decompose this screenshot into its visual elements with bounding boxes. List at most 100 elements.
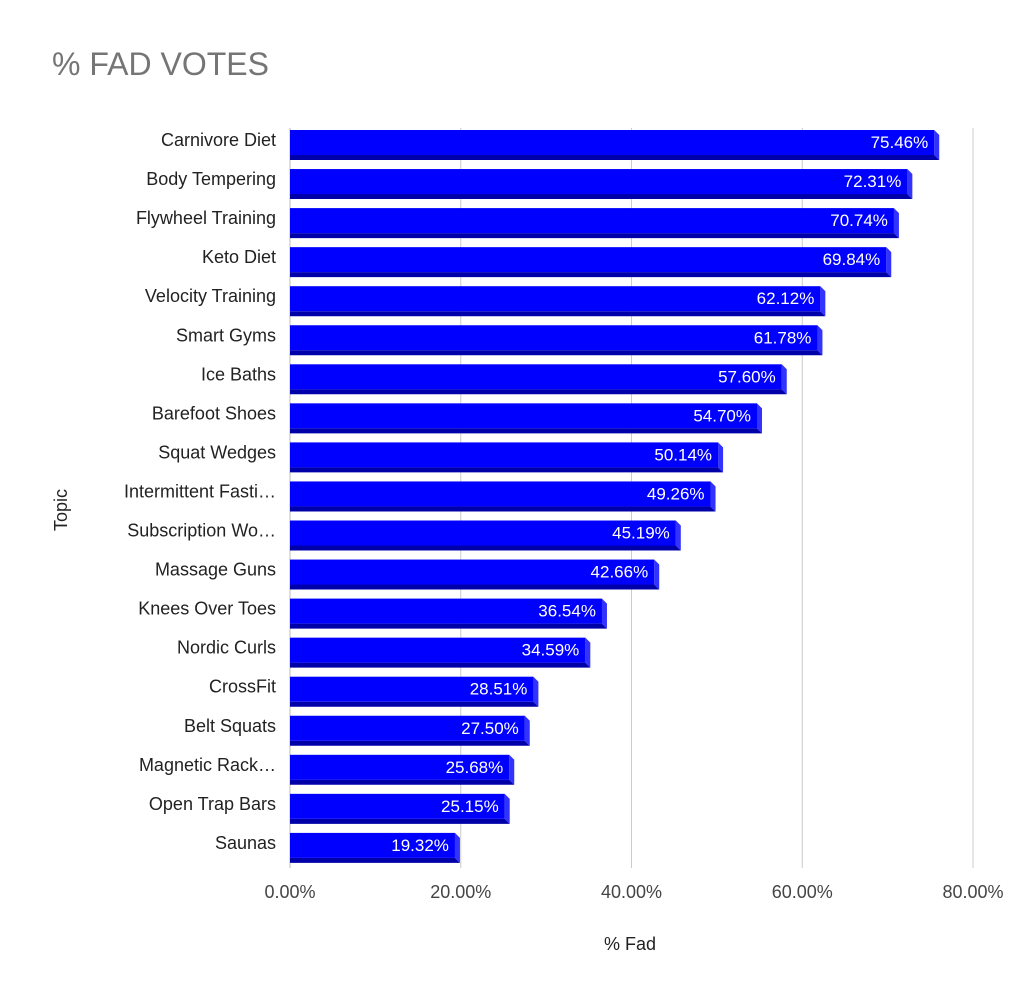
chart-title: % FAD VOTES <box>52 46 269 82</box>
bar-bottom-face <box>290 194 913 200</box>
bar-bottom-face <box>290 506 716 512</box>
x-tick-label: 40.00% <box>601 882 662 902</box>
data-label: 62.12% <box>757 289 815 308</box>
bar: 72.31% <box>290 169 913 200</box>
bar-side-face <box>504 793 510 824</box>
bar-front-face <box>290 364 782 390</box>
bar: 25.68% <box>290 754 515 785</box>
x-tick-label: 80.00% <box>942 882 1003 902</box>
bar-side-face <box>817 325 823 356</box>
y-axis-label: Topic <box>51 489 71 531</box>
data-label: 45.19% <box>612 524 670 543</box>
bar-front-face <box>290 403 758 429</box>
bar-bottom-face <box>290 740 530 746</box>
category-label: Keto Diet <box>202 247 276 267</box>
data-label: 72.31% <box>844 172 902 191</box>
category-label: Ice Baths <box>201 364 276 384</box>
bar-side-face <box>454 832 460 863</box>
bar-front-face <box>290 715 525 741</box>
category-label: Massage Guns <box>155 560 276 580</box>
bar-front-face <box>290 481 711 507</box>
category-label: Smart Gyms <box>176 325 276 345</box>
x-axis-label: % Fad <box>604 934 656 954</box>
bar-side-face <box>907 169 913 200</box>
data-label: 34.59% <box>522 641 580 660</box>
category-label: Subscription Wo… <box>127 521 276 541</box>
bar-bottom-face <box>290 662 591 668</box>
bar: 28.51% <box>290 676 539 707</box>
x-tick-label: 0.00% <box>264 882 315 902</box>
bar-bottom-face <box>290 311 826 317</box>
bar-side-face <box>886 247 892 278</box>
bar-front-face <box>290 130 935 155</box>
bar-front-face <box>290 442 719 468</box>
bar-bottom-face <box>290 428 763 434</box>
bar-side-face <box>757 403 763 434</box>
bar-front-face <box>290 208 894 234</box>
data-label: 50.14% <box>654 445 712 464</box>
data-label: 25.15% <box>441 797 499 816</box>
category-label: Squat Wedges <box>158 442 276 462</box>
bar: 42.66% <box>290 559 660 590</box>
x-tick-label: 60.00% <box>772 882 833 902</box>
category-label: Knees Over Toes <box>138 599 276 619</box>
bar: 36.54% <box>290 598 607 629</box>
bar-front-face <box>290 676 534 702</box>
bar-bottom-face <box>290 467 724 473</box>
bar-side-face <box>509 754 515 785</box>
bar-side-face <box>820 286 826 317</box>
category-label: Barefoot Shoes <box>152 403 276 423</box>
bar-side-face <box>710 481 716 512</box>
bar: 57.60% <box>290 364 787 395</box>
bar-bottom-face <box>290 545 681 551</box>
bar: 25.15% <box>290 793 510 824</box>
category-label: Belt Squats <box>184 716 276 736</box>
bar-front-face <box>290 247 887 273</box>
data-label: 28.51% <box>470 680 528 699</box>
data-label: 57.60% <box>718 367 776 386</box>
bar: 75.46% <box>290 130 940 160</box>
x-tick-label: 20.00% <box>430 882 491 902</box>
bar-bottom-face <box>290 272 892 278</box>
bar-front-face <box>290 598 602 624</box>
category-label: Intermittent Fasti… <box>124 481 276 501</box>
bar: 34.59% <box>290 637 591 668</box>
category-label: Body Tempering <box>146 169 276 189</box>
bar-bottom-face <box>290 155 940 160</box>
bar-side-face <box>718 442 724 473</box>
bar-bottom-face <box>290 701 539 707</box>
category-label: Flywheel Training <box>136 208 276 228</box>
bar: 70.74% <box>290 208 899 239</box>
data-label: 69.84% <box>823 250 881 269</box>
bar-bottom-face <box>290 389 787 395</box>
bar-bottom-face <box>290 818 510 824</box>
category-label: Velocity Training <box>145 286 276 306</box>
category-label: Carnivore Diet <box>161 130 276 150</box>
data-label: 54.70% <box>693 406 751 425</box>
category-label: CrossFit <box>209 677 276 697</box>
category-label: Magnetic Rack… <box>139 755 276 775</box>
bar-front-face <box>290 637 586 663</box>
bar-front-face <box>290 325 818 351</box>
bar-front-face <box>290 520 676 546</box>
bar-bottom-face <box>290 779 515 785</box>
bar-front-face <box>290 793 505 819</box>
bar-bottom-face <box>290 857 460 863</box>
data-label: 36.54% <box>538 602 596 621</box>
bar-bottom-face <box>290 350 823 356</box>
bar-front-face <box>290 169 908 195</box>
bar-bottom-face <box>290 233 899 239</box>
bar-side-face <box>893 208 899 239</box>
bar: 50.14% <box>290 442 724 473</box>
bar-side-face <box>934 130 940 160</box>
bar: 61.78% <box>290 325 823 356</box>
bar: 49.26% <box>290 481 716 512</box>
bar: 19.32% <box>290 832 460 863</box>
bar-front-face <box>290 286 821 312</box>
category-label: Saunas <box>215 833 276 853</box>
bar-bottom-face <box>290 584 660 590</box>
bar: 69.84% <box>290 247 892 278</box>
bar-side-face <box>585 637 591 668</box>
bar: 54.70% <box>290 403 763 434</box>
bar-side-face <box>601 598 607 629</box>
